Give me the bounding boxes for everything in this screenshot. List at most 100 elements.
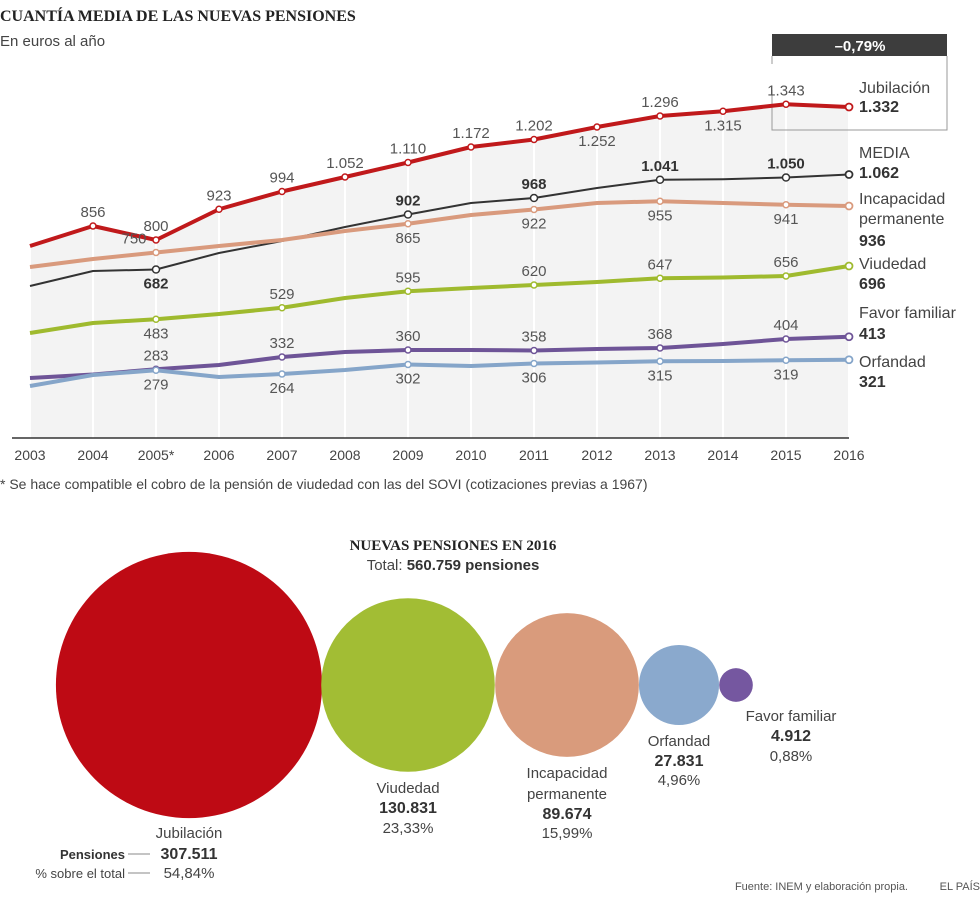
x-tick-label: 2009 <box>392 447 423 463</box>
x-tick-label: 2008 <box>329 447 360 463</box>
data-label: 368 <box>647 326 672 343</box>
x-tick-label: 2013 <box>644 447 675 463</box>
data-point <box>341 173 349 181</box>
data-point <box>467 143 475 151</box>
series-line-0 <box>29 102 850 248</box>
data-point <box>89 222 97 230</box>
bubble-share: 4,96% <box>658 772 701 789</box>
series-name: Orfandad <box>859 354 926 371</box>
series-line-4 <box>29 334 850 380</box>
series-name: Favor familiar <box>859 305 957 322</box>
data-point <box>278 304 286 312</box>
end-point <box>844 102 854 112</box>
bubble-subtitle: Total: 560.759 pensiones <box>367 557 540 574</box>
change-badge: –0,79% <box>835 38 886 55</box>
x-tick-label: 2015 <box>770 447 801 463</box>
data-label: 1.252 <box>578 133 616 150</box>
data-point <box>782 335 790 343</box>
series-line-3 <box>29 264 850 335</box>
data-label: 1.202 <box>515 118 553 135</box>
bubble-value: 27.831 <box>655 753 704 770</box>
data-label: 595 <box>395 269 420 286</box>
data-label: 1.172 <box>452 125 490 142</box>
end-point <box>844 201 854 211</box>
bubble-label: permanente <box>527 786 607 803</box>
bubble-value: 130.831 <box>379 800 437 817</box>
data-point <box>278 353 286 361</box>
data-label: 1.315 <box>704 117 742 134</box>
data-point <box>530 135 538 144</box>
data-point <box>782 272 790 280</box>
data-point <box>656 274 664 282</box>
x-tick-label: 2014 <box>707 447 738 463</box>
bubble-value: 307.511 <box>161 846 218 863</box>
data-label: 1.110 <box>390 141 426 158</box>
end-point <box>844 332 854 342</box>
end-point <box>844 261 854 271</box>
bubble-label: Viudedad <box>376 780 439 797</box>
x-tick-label: 2007 <box>266 447 297 463</box>
chart-title: CUANTÍA MEDIA DE LAS NUEVAS PENSIONES <box>0 6 356 25</box>
data-label: 1.041 <box>641 158 679 175</box>
x-tick-label: 2006 <box>203 447 234 463</box>
series-end-value: 413 <box>859 326 886 343</box>
series-line-5 <box>29 357 850 388</box>
data-point <box>782 201 790 209</box>
bubble-3 <box>638 644 720 726</box>
end-point <box>844 355 854 365</box>
bubble-share: 54,84% <box>164 865 215 882</box>
data-point <box>530 359 538 368</box>
bubble-4 <box>719 668 753 702</box>
bubble-share: 23,33% <box>383 820 434 837</box>
data-label: 332 <box>269 335 294 352</box>
data-point <box>404 360 412 369</box>
x-tick-label: 2011 <box>519 447 549 463</box>
bubble-2 <box>495 613 639 757</box>
data-point <box>151 265 161 274</box>
data-label: 856 <box>80 204 105 221</box>
data-point <box>656 112 664 120</box>
bubble-0 <box>55 551 323 819</box>
data-label: 279 <box>143 376 168 393</box>
data-label: 483 <box>143 325 168 342</box>
x-tick-label: 2003 <box>14 447 45 463</box>
bubble-label: Jubilación <box>156 825 223 842</box>
series-name: Jubilación <box>859 80 930 97</box>
data-label: 319 <box>773 366 798 383</box>
series-name: permanente <box>859 211 944 228</box>
bubble-value: 4.912 <box>771 728 811 745</box>
bubble-value: 89.674 <box>543 806 592 823</box>
data-label: 360 <box>395 328 420 345</box>
data-point <box>278 370 286 378</box>
data-label: 656 <box>773 254 798 271</box>
plot-area <box>30 104 849 438</box>
data-point <box>152 366 160 374</box>
data-label: 315 <box>647 367 672 384</box>
data-label: 865 <box>395 230 420 247</box>
data-point <box>530 346 538 355</box>
data-point <box>215 205 223 213</box>
data-point <box>719 107 727 115</box>
data-point <box>152 236 160 244</box>
x-tick-label: 2004 <box>77 447 108 463</box>
data-label: 1.296 <box>641 94 679 111</box>
bubble-share: 0,88% <box>770 748 813 765</box>
x-tick-label: 2005* <box>138 447 175 463</box>
total-value: 560.759 pensiones <box>407 557 540 574</box>
data-label: 264 <box>269 380 294 397</box>
x-tick-label: 2012 <box>581 447 612 463</box>
series-name: Viudedad <box>859 256 926 273</box>
series-name: MEDIA <box>859 145 910 162</box>
data-point <box>656 344 664 352</box>
data-point <box>782 100 790 108</box>
series-end-value: 936 <box>859 233 886 250</box>
series-end-value: 1.332 <box>859 99 899 116</box>
data-label: 529 <box>269 286 294 303</box>
data-point <box>152 248 160 257</box>
data-label: 682 <box>143 276 168 293</box>
data-point <box>278 187 286 196</box>
data-label: 283 <box>143 347 168 364</box>
annotation-border <box>771 56 948 131</box>
